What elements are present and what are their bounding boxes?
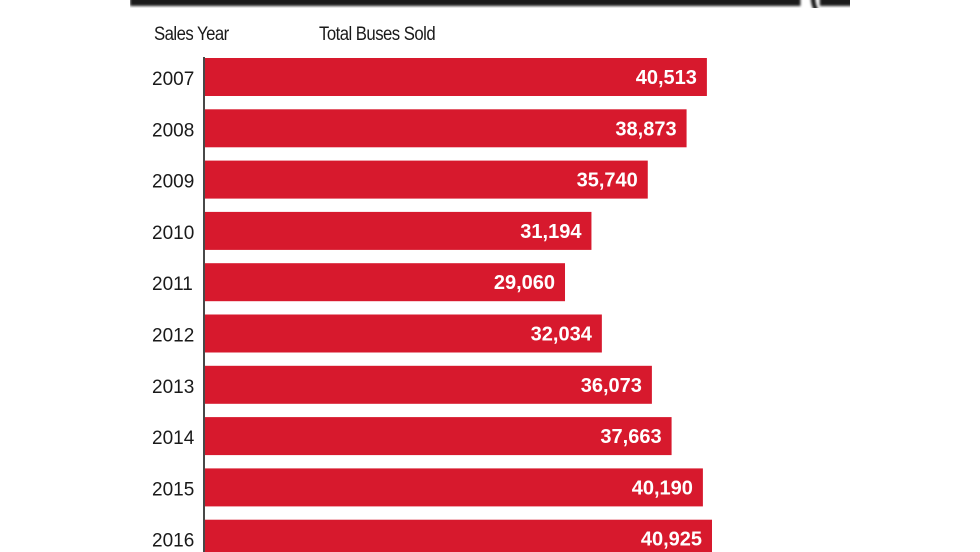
bar-2012 [205,314,602,353]
bar-value-label-2013: 36,073 [581,375,642,397]
year-label-2008: 2008 [152,120,194,141]
year-label-2016: 2016 [152,531,194,552]
bar-value-label-2012: 32,034 [531,324,593,346]
bar-value-label-2009: 35,740 [577,170,638,192]
bar-value-label-2015: 40,190 [632,477,693,499]
chart-footer-cropped: ▬ ▬▬ ▬▬▬ ▬▬ ▬▬▬▬ ▬▬▬ [320,546,830,552]
bar-value-label-2008: 38,873 [615,118,676,140]
bar-value-label-2010: 31,194 [520,221,582,243]
bar-value-label-2011: 29,060 [494,272,555,294]
bar-2008 [205,109,687,148]
year-label-2014: 2014 [152,428,195,449]
year-label-2015: 2015 [152,479,194,500]
year-label-2013: 2013 [152,377,194,398]
chart-title-cropped: ▬▬▬▬▬▬▬▬▬▬▬▬▬▬▬▬▬▬▬▬ (▬▬▬▬▬) [130,0,850,8]
bar-2011 [205,263,566,302]
bar-value-label-2007: 40,513 [636,67,697,89]
category-header: Sales Year [154,24,229,45]
bar-2015 [205,468,703,507]
value-header: Total Buses Sold [319,24,436,45]
year-label-2007: 2007 [152,69,194,90]
bar-value-label-2016: 40,925 [641,529,702,551]
year-label-2009: 2009 [152,172,194,193]
bar-value-label-2014: 37,663 [600,426,661,448]
year-label-2010: 2010 [152,223,194,244]
bar-2007 [205,58,707,96]
year-label-2012: 2012 [152,326,194,347]
bar-2016 [205,519,712,552]
bar-2014 [205,417,672,456]
year-label-2011: 2011 [152,274,193,295]
bar-2010 [205,211,592,250]
bar-2013 [205,365,652,404]
bar-2009 [205,160,648,199]
